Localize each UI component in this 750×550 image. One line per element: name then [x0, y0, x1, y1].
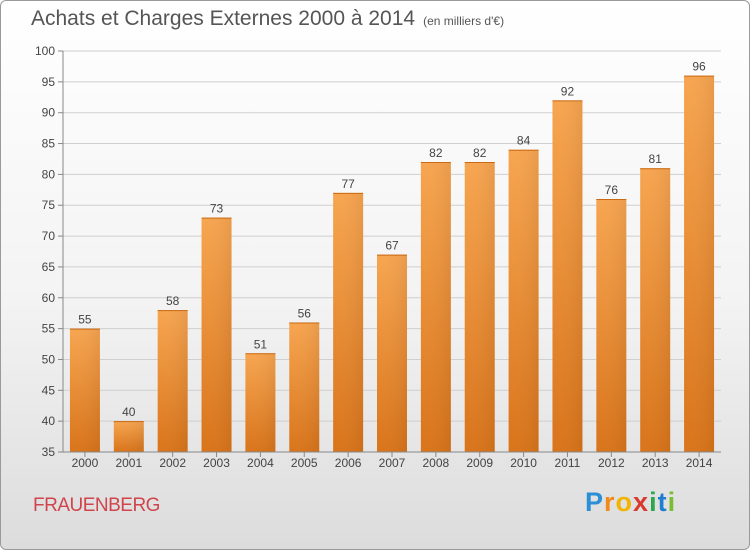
- bar-shade: [69, 328, 100, 452]
- proxiti-logo: Proxiti: [585, 487, 677, 517]
- chart-title-text: Achats et Charges Externes 2000 à 2014: [31, 7, 416, 30]
- x-tick-label: 2012: [598, 456, 625, 470]
- bar-shade: [464, 162, 495, 453]
- y-tick-label: 40: [42, 414, 56, 428]
- y-tick-label: 45: [42, 383, 56, 397]
- y-tick-label: 50: [42, 352, 56, 366]
- data-label: 92: [561, 84, 575, 98]
- x-tick-label: 2006: [335, 456, 362, 470]
- data-label: 84: [517, 134, 531, 148]
- y-axis: 35 40 45 50 55 60 65 70 75 80 85 90 95 100: [35, 44, 64, 459]
- x-axis: 2000 2001 2002 2003 2004 2005 2006 2007 2008 2009…: [63, 451, 721, 470]
- data-label: 56: [298, 306, 312, 320]
- x-tick-label: 2014: [686, 456, 713, 470]
- data-label: 82: [473, 146, 487, 160]
- y-tick-label: 35: [42, 445, 56, 459]
- y-tick-label: 65: [42, 260, 56, 274]
- x-tick-label: 2011: [555, 456, 581, 470]
- bars: 55 40 58 73 51 56 77 67 82 82 84 92 76 81 96: [69, 60, 715, 453]
- data-label: 81: [649, 152, 663, 166]
- bar-shade: [640, 168, 671, 452]
- y-tick-label: 75: [42, 198, 56, 212]
- data-label: 67: [385, 239, 399, 253]
- bar-shade: [157, 310, 188, 452]
- y-tick-label: 85: [42, 137, 56, 151]
- x-tick-label: 2000: [72, 456, 99, 470]
- bar-shade: [684, 75, 715, 452]
- y-tick-label: 100: [35, 44, 55, 58]
- data-label: 51: [254, 337, 268, 351]
- x-tick-label: 2005: [291, 456, 318, 470]
- bar-shade: [333, 192, 364, 452]
- bar-shade: [113, 421, 144, 452]
- bar-shade: [508, 149, 539, 452]
- data-label: 82: [429, 146, 443, 160]
- data-label: 76: [605, 183, 619, 197]
- data-label: 40: [122, 405, 136, 419]
- x-tick-label: 2001: [115, 456, 142, 470]
- bar-shade: [596, 199, 627, 452]
- data-label: 96: [692, 60, 706, 74]
- x-tick-label: 2009: [466, 456, 493, 470]
- x-tick-label: 2004: [247, 456, 274, 470]
- x-tick-label: 2010: [510, 456, 537, 470]
- y-tick-label: 70: [42, 229, 56, 243]
- y-tick-label: 60: [42, 291, 56, 305]
- data-label: 58: [166, 294, 180, 308]
- y-tick-label: 55: [42, 322, 56, 336]
- chart-subtitle: (en milliers d'€): [423, 14, 505, 28]
- bar-shade: [552, 100, 583, 452]
- x-tick-label: 2007: [379, 456, 406, 470]
- x-tick-label: 2002: [159, 456, 186, 470]
- bar-shade: [377, 254, 407, 452]
- x-tick-label: 2003: [203, 456, 230, 470]
- y-tick-label: 90: [42, 106, 56, 120]
- data-label: 73: [210, 202, 224, 216]
- chart-title: Achats et Charges Externes 2000 à 2014 (e…: [31, 7, 504, 31]
- bar-shade: [420, 162, 451, 453]
- y-tick-label: 80: [42, 167, 56, 181]
- x-tick-label: 2008: [423, 456, 450, 470]
- bar-shade: [289, 322, 320, 452]
- bar-shade: [201, 217, 232, 452]
- location-label: FRAUENBERG: [33, 495, 160, 516]
- data-label: 55: [78, 313, 92, 327]
- bar-shade: [245, 353, 276, 452]
- data-label: 77: [341, 177, 355, 191]
- y-tick-label: 95: [42, 75, 56, 89]
- x-tick-label: 2013: [642, 456, 669, 470]
